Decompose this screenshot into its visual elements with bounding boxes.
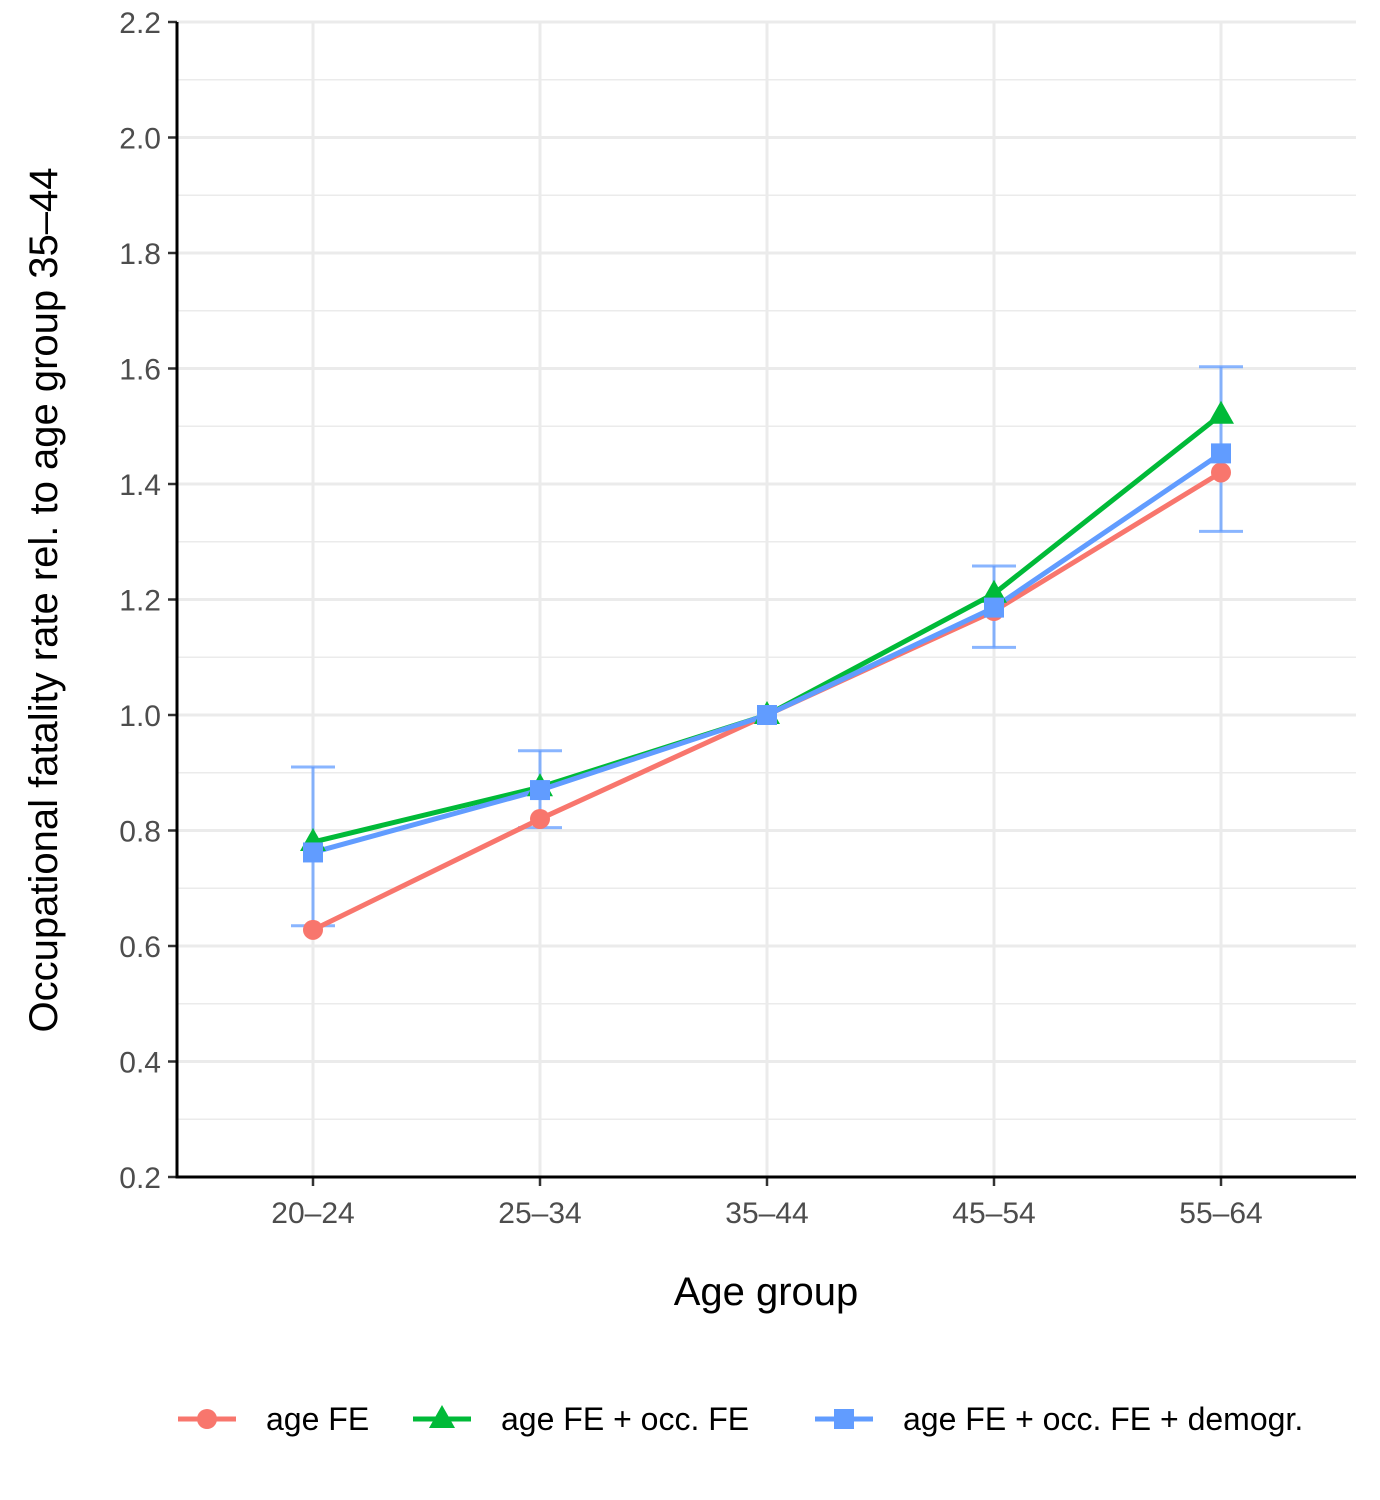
y-tick-label: 0.2: [119, 1162, 161, 1195]
data-point-circle: [530, 808, 550, 829]
data-point-square: [530, 780, 550, 801]
legend-label: age FE: [266, 1401, 369, 1437]
y-tick-label: 1.2: [119, 585, 161, 618]
y-tick-label: 2.2: [119, 7, 161, 40]
legend-key-marker: [197, 1409, 217, 1429]
y-tick-label: 1.6: [119, 354, 161, 387]
y-tick-label: 2.0: [119, 123, 161, 156]
y-tick-label: 1.4: [119, 469, 161, 502]
x-tick-label: 35–44: [725, 1197, 808, 1230]
y-axis-title: Occupational fatality rate rel. to age g…: [22, 168, 66, 1033]
y-tick-label: 1.8: [119, 238, 161, 271]
axes: [168, 20, 1356, 1186]
x-tick-label: 25–34: [498, 1197, 581, 1230]
data-point-triangle: [1208, 400, 1234, 424]
x-tick-label: 20–24: [271, 1197, 354, 1230]
data-point-circle: [1211, 462, 1231, 483]
y-tick-label: 1.0: [119, 700, 161, 733]
data-point-square: [984, 597, 1004, 618]
legend-label: age FE + occ. FE: [501, 1401, 749, 1437]
legend-key-marker: [429, 1405, 455, 1428]
x-tick-label: 45–54: [952, 1197, 1035, 1230]
legend: age FE age FE + occ. FE age FE + occ. FE +…: [178, 1401, 1303, 1437]
data-point-circle: [303, 919, 323, 940]
data-point-triangle: [981, 579, 1007, 603]
data-point-square: [303, 842, 323, 863]
x-tick-labels: 20–24 25–34 35–44 45–54 55–64: [271, 1197, 1262, 1230]
series-markers: [300, 400, 1234, 940]
legend-key-marker: [834, 1409, 854, 1429]
y-tick-labels: 0.2 0.4 0.6 0.8 1.0 1.2 1.4 1.6 1.8 2.0 2.2: [119, 7, 161, 1195]
legend-label: age FE + occ. FE + demogr.: [903, 1401, 1303, 1437]
data-point-square: [1211, 443, 1231, 464]
x-tick-label: 55–64: [1179, 1197, 1262, 1230]
y-tick-label: 0.6: [119, 931, 161, 964]
y-tick-label: 0.4: [119, 1047, 161, 1080]
x-axis-title: Age group: [674, 1270, 859, 1314]
y-tick-label: 0.8: [119, 816, 161, 849]
data-point-square: [757, 705, 777, 725]
